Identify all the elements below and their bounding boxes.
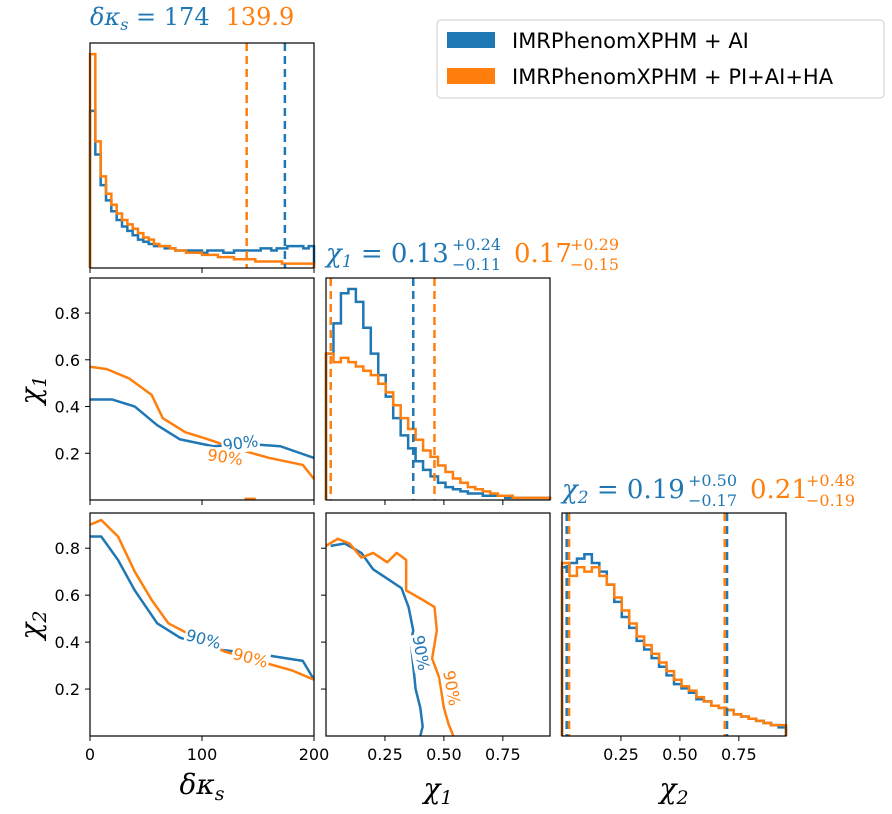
contour-dks-chi2-orange <box>89 518 315 681</box>
chi1-x-tick-label: 0.50 <box>426 745 462 764</box>
chi2-x-tick-label: 0.75 <box>721 745 757 764</box>
contour-label-dks-chi1-blue: 90% <box>222 431 260 455</box>
chi1-y-tick-label: 0.6 <box>55 351 80 370</box>
legend-frame <box>436 19 885 99</box>
title-chi2-text: χ2 = 0.19 <box>560 475 685 508</box>
contour-dks-chi2-blue <box>90 535 316 681</box>
dks-x-tick-label: 100 <box>187 745 218 764</box>
chi2-y-tick-label: 0.4 <box>55 633 80 652</box>
contour-dks-chi1-orange <box>89 365 315 480</box>
contour-chi1-chi2-blue <box>330 542 424 737</box>
chi2-x-tick-label: 0.25 <box>603 745 639 764</box>
ylabel-chi2-param: χ <box>14 621 47 642</box>
chi1-y-tick-label: 0.8 <box>55 304 80 323</box>
chi1-y-tick-label: 0.2 <box>55 444 80 463</box>
hist-chi1-blue <box>324 287 552 500</box>
legend-label-blue: IMRPhenomXPHM + AI <box>512 29 749 53</box>
contour-dks-chi1-blue <box>90 398 315 460</box>
title-chi1-blue-minus: −0.11 <box>452 255 501 274</box>
title-chi2-orange-minus: −0.19 <box>806 491 855 510</box>
legend-label-orange: IMRPhenomXPHM + PI+AI+HA <box>512 65 834 89</box>
contour-label-dks-chi2-blue: 90% <box>184 625 223 653</box>
title-chi1-text: χ1 = 0.13 <box>324 239 449 272</box>
chi2-y-tick-label: 0.6 <box>55 586 80 605</box>
title-chi1-blue-value: = 0.13 <box>353 239 449 269</box>
contour-label-dks-chi2-orange: 90% <box>231 644 270 672</box>
dks-x-tick-label: 200 <box>299 745 330 764</box>
ylabel-chi2-sub: 2 <box>29 610 51 623</box>
xlabel-chi2-param: χ <box>657 772 678 805</box>
xlabel-chi2-sub: 2 <box>675 787 688 809</box>
title-chi2-orange-value: 0.21 <box>750 475 808 505</box>
legend-swatch-orange <box>447 68 495 84</box>
title-chi2-blue-minus: −0.17 <box>688 491 737 510</box>
chi2-y-tick-label: 0.8 <box>55 539 80 558</box>
title-chi2: χ2 = 0.19 +0.50−0.17 0.21+0.48−0.19 <box>560 471 855 510</box>
title-dks-sub: s <box>120 15 128 34</box>
title-chi1-orange-plus: +0.29 <box>570 235 619 254</box>
chi2-y-tick-label: 0.2 <box>55 680 80 699</box>
contour-label-dks-chi2-orange-bg <box>229 644 272 673</box>
hist-chi2-orange <box>560 561 788 736</box>
title-dks-eq: = <box>128 3 163 31</box>
hist-dks-blue <box>88 109 316 268</box>
ylabel-chi1: χ1 <box>14 375 51 406</box>
chi1-x-tick-label: 0.25 <box>367 745 403 764</box>
xlabel-chi1-sub: 1 <box>440 787 452 809</box>
legend-swatch-blue <box>447 32 495 48</box>
contour-label-dks-chi1-orange: 90% <box>206 445 244 469</box>
title-chi1-blue-plus: +0.24 <box>452 235 501 254</box>
title-chi1-orange-minus: −0.15 <box>570 255 619 274</box>
xlabel-dks-sub: s <box>215 783 225 805</box>
chi1-x-tick-label: 0.75 <box>485 745 521 764</box>
ylabel-chi1-sub: 1 <box>29 375 51 387</box>
title-chi2-orange-plus: +0.48 <box>806 471 855 490</box>
hist-chi2-blue <box>560 553 788 736</box>
dks-x-tick-label: 0 <box>85 745 95 764</box>
panel-dks-chi1 <box>89 277 315 501</box>
title-chi1-sub: 1 <box>342 252 353 272</box>
title-chi2-blue-value: = 0.19 <box>589 475 685 505</box>
xlabel-dks: δκs <box>180 768 225 805</box>
hist-dks-orange <box>88 52 316 268</box>
panel-dks-hist <box>89 42 315 269</box>
contour-chi1-chi2-orange <box>325 537 455 737</box>
panel-chi2-hist <box>561 512 787 737</box>
xlabel-chi1: χ1 <box>421 772 452 809</box>
contour-label-dks-chi2-blue-bg <box>182 626 224 654</box>
title-chi1: χ1 = 0.13 +0.24−0.11 0.17+0.29−0.15 <box>324 235 619 274</box>
title-chi1-param: χ <box>324 239 344 269</box>
chi1-y-tick-label: 0.4 <box>55 398 80 417</box>
title-chi2-sub: 2 <box>577 488 589 508</box>
contour-label-dks-chi1-orange-bg <box>205 446 246 470</box>
panel-chi1-hist <box>325 277 551 501</box>
title-dks-param: δκ <box>90 3 120 31</box>
contour-label-chi1-chi2-orange-bg <box>439 667 464 709</box>
panel-chi1-chi2 <box>325 512 551 737</box>
title-chi2-param: χ <box>560 475 580 505</box>
xlabel-chi1-param: χ <box>421 772 442 805</box>
contour-label-chi1-chi2-blue-bg <box>408 632 433 674</box>
ylabel-chi2: χ2 <box>14 610 51 641</box>
title-dks-orange-value: 139.9 <box>226 3 295 31</box>
title-chi1-orange-value: 0.17 <box>514 239 572 269</box>
title-dks-blue-value: 174 <box>164 3 210 31</box>
hist-chi1-orange <box>324 352 552 500</box>
xlabel-chi2: χ2 <box>657 772 688 809</box>
chi2-x-tick-label: 0.50 <box>662 745 698 764</box>
legend: IMRPhenomXPHM + AI IMRPhenomXPHM + PI+AI… <box>436 19 885 99</box>
ylabel-chi1-param: χ <box>14 386 47 407</box>
title-chi2-blue-plus: +0.50 <box>688 471 737 490</box>
title-dks: δκs = 174 139.9 <box>90 3 294 34</box>
xlabel-dks-param: δκ <box>180 768 215 801</box>
